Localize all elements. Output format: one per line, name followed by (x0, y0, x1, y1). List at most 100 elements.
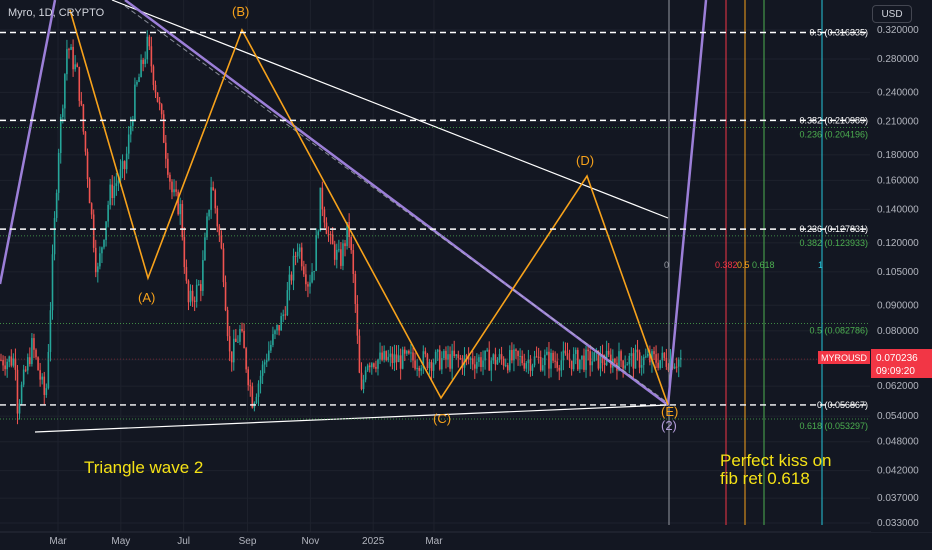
fib-level-label-2: 0.236 (0.204196) (799, 129, 868, 139)
candle-body (383, 351, 385, 360)
candle-body (624, 365, 626, 369)
candle-body (478, 357, 480, 362)
candle-body (618, 351, 620, 371)
candle-body (356, 303, 359, 336)
candle-body (562, 350, 565, 361)
candle-body (323, 209, 326, 223)
candle-body (385, 351, 388, 361)
candle-body (88, 179, 91, 204)
currency-button[interactable]: USD (872, 5, 912, 23)
purple-wave-1-line (0, 0, 57, 285)
candle-body (655, 354, 657, 363)
candle-body (492, 354, 495, 361)
candle-body (453, 350, 455, 357)
candle-body (181, 203, 184, 238)
candle-body (195, 284, 198, 302)
price-axis-bg (871, 0, 932, 532)
candle-body (577, 349, 579, 370)
candle-body (2, 360, 4, 366)
candle-body (123, 161, 126, 170)
candle-body (265, 360, 268, 363)
candle-body (630, 353, 633, 356)
candle-body (412, 352, 414, 361)
candle-body (366, 365, 369, 371)
candle-body (165, 142, 167, 159)
candle-body (471, 358, 474, 365)
candle-body (35, 349, 37, 358)
candle-body (410, 352, 412, 354)
fib-level-label-3: 0.236 (0.127831) (799, 224, 868, 234)
candle-body (115, 183, 118, 187)
candle-body (350, 237, 352, 251)
candle-body (29, 357, 31, 365)
candle-body (375, 366, 377, 369)
candle-body (41, 376, 43, 380)
candle-body (537, 356, 540, 358)
candle-body (249, 385, 252, 387)
candle-body (78, 66, 81, 101)
fib-level-label-4: 0.382 (0.123933) (799, 238, 868, 248)
candle-body (335, 249, 338, 260)
last-price-countdown: 09:09:20 (876, 366, 915, 377)
price-tick-16: 0.037000 (877, 493, 919, 504)
candle-body (37, 357, 39, 371)
candle-body (469, 358, 472, 360)
candle-body (0, 359, 2, 361)
fib-level-label-7: 0.618 (0.053297) (799, 421, 868, 431)
purple-wave-3-line (666, 0, 708, 406)
candle-body (109, 184, 111, 205)
candle-body (436, 349, 439, 352)
candle-body (276, 324, 278, 331)
price-tick-8: 0.105000 (877, 267, 919, 278)
candle-body (76, 64, 79, 67)
candle-body (626, 364, 629, 366)
symbol-title[interactable]: Myro, 1D, CRYPTO (8, 7, 105, 19)
candle-body (488, 349, 491, 371)
candle-body (360, 372, 363, 390)
candle-body (187, 280, 190, 303)
candle-body (354, 273, 357, 304)
candle-body (449, 354, 451, 369)
candle-body (673, 366, 676, 369)
candle-body (26, 357, 29, 371)
candle-body (241, 329, 243, 331)
candle-body (68, 49, 70, 51)
candle-body (441, 358, 443, 370)
candle-body (593, 352, 596, 362)
candle-body (327, 233, 330, 235)
candle-body (371, 363, 373, 368)
candle-body (552, 352, 554, 361)
candle-body (307, 284, 309, 287)
candle-body (628, 355, 631, 365)
fib-levels-layer: 0.5 (0.316335) 0.382 (0.210989) 0.236 (0.2… (0, 27, 870, 431)
candle-body (387, 356, 390, 361)
candle-body (506, 365, 509, 371)
candle-body (129, 126, 132, 135)
candle-body (152, 66, 155, 85)
candle-body (243, 330, 245, 349)
candle-body (657, 362, 659, 368)
candle-body (329, 234, 332, 236)
candle-body (142, 59, 144, 64)
price-tick-14: 0.048000 (877, 437, 919, 448)
abcde-wave-path (69, 9, 669, 406)
candle-body (362, 379, 365, 390)
candle-body (247, 369, 249, 386)
candle-body (443, 350, 445, 359)
candle-body (457, 354, 460, 359)
candle-body (338, 249, 340, 251)
candle-body (45, 388, 48, 395)
candle-body (572, 354, 575, 370)
candle-body (564, 350, 567, 354)
time-tick-6: Mar (425, 536, 443, 547)
candle-body (315, 235, 317, 271)
candle-body (156, 92, 159, 102)
candle-body (10, 356, 13, 366)
candle-body (235, 338, 237, 342)
candle-body (455, 354, 458, 357)
candle-body (583, 355, 585, 370)
candle-body (237, 341, 239, 343)
candle-body (550, 352, 552, 369)
